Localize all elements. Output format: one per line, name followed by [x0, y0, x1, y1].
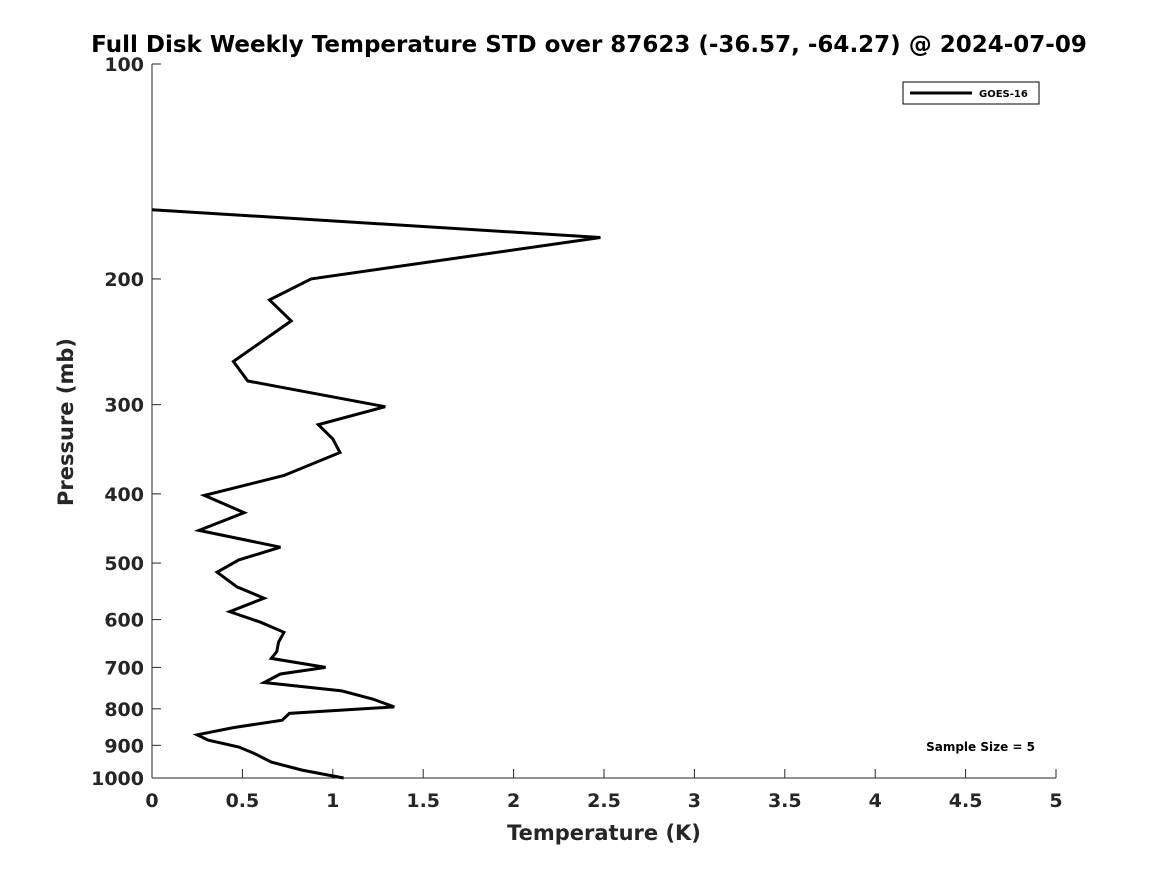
x-tick-label: 4.5 — [949, 790, 983, 812]
x-tick-label: 1 — [326, 790, 339, 812]
x-axis-label: Temperature (K) — [507, 821, 701, 845]
x-tick-label: 2 — [507, 790, 520, 812]
y-tick-label: 600 — [104, 610, 144, 632]
legend: GOES-16 — [902, 81, 1040, 105]
x-tick-label: 1.5 — [406, 790, 440, 812]
y-axis-label: Pressure (mb) — [54, 338, 78, 506]
y-tick-label: 700 — [104, 657, 144, 679]
y-tick-label: 500 — [104, 553, 144, 575]
x-tick-label: 3 — [688, 790, 701, 812]
chart-title: Full Disk Weekly Temperature STD over 87… — [91, 32, 1087, 58]
x-tick-label: 4 — [869, 790, 882, 812]
axes — [151, 64, 1056, 779]
sample-size-annotation: Sample Size = 5 — [926, 740, 1035, 754]
x-tick-label: 2.5 — [587, 790, 621, 812]
y-tick-label: 300 — [104, 395, 144, 417]
x-axis-ticks: 0 0.5 1 1.5 2 2.5 3 3.5 4 4.5 5 — [145, 769, 1063, 812]
legend-entry-goes-16: GOES-16 — [979, 89, 1028, 100]
series-line-goes-16 — [151, 208, 601, 780]
y-tick-label: 900 — [104, 735, 144, 757]
y-tick-label: 200 — [104, 269, 144, 291]
y-tick-label: 100 — [104, 54, 144, 76]
y-tick-label: 1000 — [91, 768, 144, 790]
x-tick-label: 0 — [145, 790, 158, 812]
y-tick-label: 800 — [104, 699, 144, 721]
y-axis-ticks: 100 200 300 400 500 600 700 800 900 1000 — [91, 54, 161, 790]
y-tick-label: 400 — [104, 484, 144, 506]
x-tick-label: 5 — [1049, 790, 1062, 812]
x-tick-label: 3.5 — [768, 790, 802, 812]
plot-area — [151, 208, 601, 780]
x-tick-label: 0.5 — [226, 790, 260, 812]
